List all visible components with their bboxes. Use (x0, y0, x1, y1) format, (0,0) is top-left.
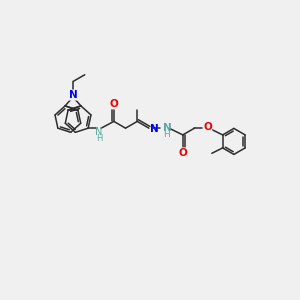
Text: O: O (203, 122, 212, 132)
Text: N: N (163, 123, 172, 133)
Text: O: O (110, 99, 118, 109)
Text: N: N (150, 124, 159, 134)
Text: N: N (69, 90, 77, 100)
Text: H: H (96, 134, 102, 143)
Text: O: O (178, 148, 187, 158)
Text: H: H (163, 130, 170, 139)
Text: N: N (95, 127, 103, 137)
